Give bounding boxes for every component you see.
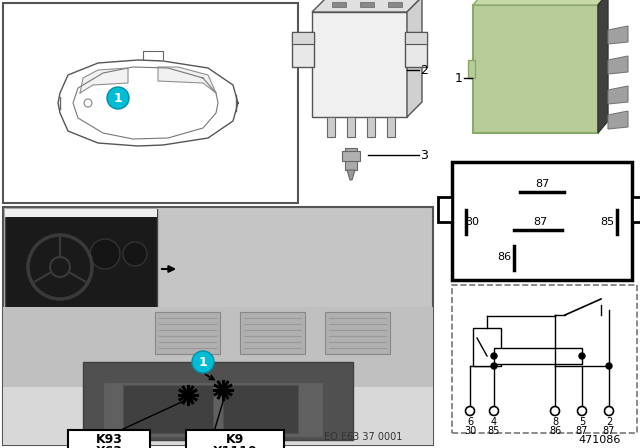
Circle shape	[577, 406, 586, 415]
Bar	[68, 430, 150, 448]
Bar	[347, 117, 355, 137]
Bar	[387, 117, 395, 137]
Bar	[103, 382, 323, 437]
Circle shape	[107, 87, 129, 109]
Circle shape	[490, 406, 499, 415]
Text: 87: 87	[533, 217, 547, 227]
Bar	[360, 2, 374, 7]
Bar	[325, 312, 390, 354]
Text: 3: 3	[420, 148, 428, 161]
Text: K93: K93	[95, 432, 122, 445]
Text: 8: 8	[552, 417, 558, 427]
Bar	[123, 385, 213, 433]
Polygon shape	[598, 0, 608, 133]
Circle shape	[84, 99, 92, 107]
Text: EO E63 37 0001: EO E63 37 0001	[324, 432, 402, 442]
Circle shape	[123, 242, 147, 266]
Bar	[494, 348, 582, 364]
Text: 85: 85	[600, 217, 614, 227]
Polygon shape	[347, 170, 355, 180]
Text: 30: 30	[465, 217, 479, 227]
Polygon shape	[632, 197, 640, 222]
Bar	[473, 5, 598, 133]
Bar	[240, 312, 305, 354]
Polygon shape	[608, 86, 628, 104]
Bar	[405, 32, 427, 67]
Bar	[83, 362, 353, 440]
Bar	[312, 12, 407, 117]
Bar	[405, 32, 427, 44]
Text: 2: 2	[606, 417, 612, 427]
Bar	[367, 117, 375, 137]
Bar	[452, 162, 632, 280]
Polygon shape	[312, 0, 422, 12]
Text: 85: 85	[488, 426, 500, 436]
Bar	[342, 151, 360, 161]
Polygon shape	[407, 0, 422, 117]
Bar	[5, 209, 157, 319]
Text: 1: 1	[455, 72, 463, 85]
Bar	[186, 430, 284, 448]
Bar	[3, 207, 433, 445]
Bar	[292, 32, 314, 67]
Text: X63: X63	[95, 444, 122, 448]
Text: 1: 1	[114, 91, 122, 104]
Text: 86: 86	[549, 426, 561, 436]
Bar	[473, 328, 501, 366]
Polygon shape	[80, 68, 128, 93]
Polygon shape	[438, 197, 452, 222]
Text: 5: 5	[579, 417, 585, 427]
Text: 2: 2	[420, 64, 428, 77]
Bar	[345, 148, 357, 170]
Polygon shape	[608, 56, 628, 74]
Circle shape	[579, 353, 585, 359]
Bar	[155, 312, 220, 354]
Polygon shape	[608, 26, 628, 44]
Bar	[332, 2, 346, 7]
Text: 86: 86	[497, 252, 511, 262]
Circle shape	[606, 363, 612, 369]
Bar	[3, 307, 433, 445]
Polygon shape	[158, 67, 216, 93]
Text: 1: 1	[198, 356, 207, 369]
Circle shape	[491, 363, 497, 369]
Circle shape	[605, 406, 614, 415]
Circle shape	[90, 239, 120, 269]
Bar	[223, 385, 298, 433]
Text: 471086: 471086	[579, 435, 621, 445]
Text: 87: 87	[535, 179, 549, 189]
Text: 4: 4	[491, 417, 497, 427]
Text: K9: K9	[226, 432, 244, 445]
Circle shape	[192, 351, 214, 373]
Bar	[452, 285, 637, 433]
Circle shape	[491, 353, 497, 359]
Polygon shape	[473, 0, 608, 5]
Text: 30: 30	[464, 426, 476, 436]
Bar	[327, 117, 335, 137]
Text: 87: 87	[576, 426, 588, 436]
Circle shape	[465, 406, 474, 415]
Bar	[3, 307, 433, 387]
Text: X1110: X1110	[212, 444, 257, 448]
Bar	[292, 32, 314, 44]
Bar	[468, 60, 475, 78]
Text: 87: 87	[603, 426, 615, 436]
Text: 6: 6	[467, 417, 473, 427]
Polygon shape	[608, 111, 628, 129]
Bar	[5, 209, 157, 217]
Circle shape	[550, 406, 559, 415]
Bar	[388, 2, 402, 7]
Bar	[3, 3, 298, 203]
